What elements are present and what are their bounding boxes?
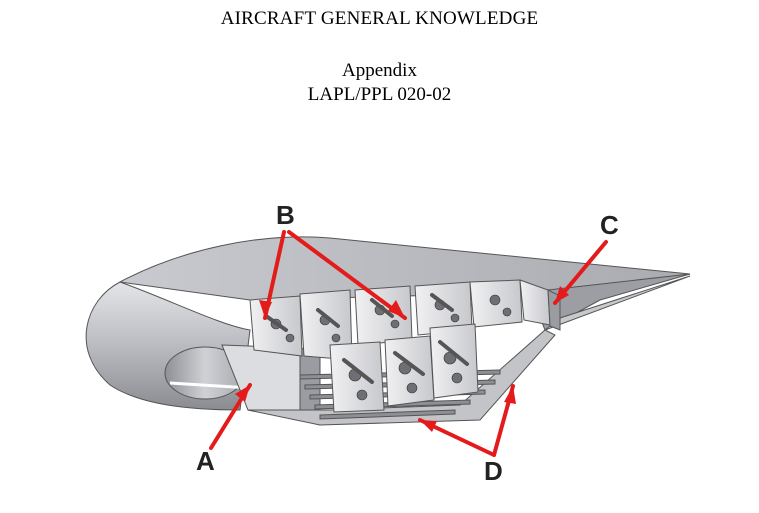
document-title: AIRCRAFT GENERAL KNOWLEDGE	[220, 8, 539, 29]
label-c: C	[600, 210, 619, 240]
label-b: B	[276, 200, 295, 230]
appendix-code: LAPL/PPL 020-02	[307, 84, 452, 105]
appendix-heading: Appendix	[342, 60, 417, 81]
label-a: A	[196, 446, 215, 476]
upper-skin	[118, 236, 691, 301]
label-d: D	[484, 456, 503, 486]
